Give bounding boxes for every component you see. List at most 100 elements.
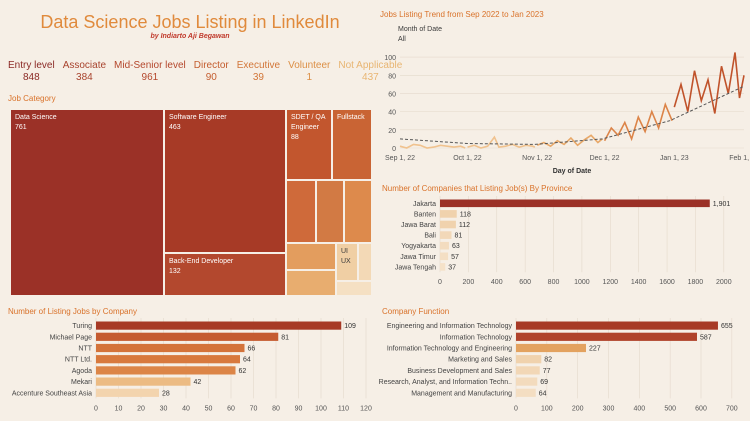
category-label: Michael Page xyxy=(50,334,93,341)
data-label: 64 xyxy=(539,390,547,397)
treemap-cell[interactable] xyxy=(286,180,316,243)
x-tick-label: 80 xyxy=(272,405,280,412)
level-volunteer[interactable]: Volunteer 1 xyxy=(288,60,330,83)
y-tick-label: 20 xyxy=(388,128,396,135)
company-chart-title: Number of Listing Jobs by Company xyxy=(8,307,137,316)
level-entry[interactable]: Entry level 848 xyxy=(8,60,55,83)
x-tick-label: 600 xyxy=(519,279,531,286)
bar[interactable] xyxy=(516,343,586,353)
bar[interactable] xyxy=(96,355,240,364)
category-label: Research, Analyst, and Information Techn… xyxy=(379,379,512,386)
data-label: 81 xyxy=(281,334,289,341)
treemap-cell-ui-ux[interactable]: UI UX xyxy=(336,243,358,281)
data-label: 28 xyxy=(162,390,170,397)
data-label: 42 xyxy=(194,379,202,386)
bar[interactable] xyxy=(440,263,446,271)
bar[interactable] xyxy=(440,210,457,218)
treemap-cell-sdet-qa[interactable]: SDET / QA Engineer 88 xyxy=(286,109,332,180)
x-tick-label: Oct 1, 22 xyxy=(453,155,482,162)
x-tick-label: 120 xyxy=(360,405,372,412)
x-tick-label: 1600 xyxy=(659,279,675,286)
x-tick-label: 40 xyxy=(182,405,190,412)
level-label: Entry level xyxy=(8,60,55,71)
treemap-cell-label: Back-End Developer xyxy=(169,258,234,265)
level-executive[interactable]: Executive 39 xyxy=(237,60,280,83)
level-value: 1 xyxy=(306,72,313,83)
x-tick-label: Dec 1, 22 xyxy=(590,155,620,162)
bar[interactable] xyxy=(96,332,279,341)
bar[interactable] xyxy=(96,388,159,397)
x-tick-label: 100 xyxy=(315,405,327,412)
category-label: Engineering and Information Technology xyxy=(387,323,513,330)
x-axis-title: Day of Date xyxy=(553,168,592,175)
data-label: 655 xyxy=(721,323,733,330)
bar[interactable] xyxy=(96,366,236,375)
x-tick-label: 0 xyxy=(94,405,98,412)
treemap-cell-fullstack[interactable]: Fullstack xyxy=(332,109,372,180)
bar[interactable] xyxy=(440,241,449,250)
level-associate[interactable]: Associate 384 xyxy=(63,60,106,83)
bar[interactable] xyxy=(440,252,449,261)
y-tick-label: 80 xyxy=(388,73,396,80)
treemap-cell-software-engineer[interactable]: Software Engineer 463 xyxy=(164,109,286,253)
function-chart-title: Company Function xyxy=(382,307,450,316)
category-label: Yogyakarta xyxy=(401,243,436,250)
bar[interactable] xyxy=(516,332,697,341)
bar[interactable] xyxy=(516,366,540,375)
province-bar-chart: 0 200 400 600 800 1000 1200 1400 1600 1800 2000 Jak… xyxy=(395,196,732,286)
job-category-treemap: Data Science 761 Software Engineer 463 B… xyxy=(10,109,372,296)
treemap-cell[interactable] xyxy=(344,180,372,243)
category-label: Turing xyxy=(72,323,92,330)
treemap-cell-value: 463 xyxy=(169,124,181,131)
x-tick-label: 500 xyxy=(664,405,676,412)
bar[interactable] xyxy=(516,321,718,330)
level-director[interactable]: Director 90 xyxy=(194,60,229,83)
treemap-cell[interactable] xyxy=(358,243,372,281)
level-value: 384 xyxy=(76,72,93,83)
bar[interactable] xyxy=(96,321,342,330)
category-label: Management and Manufacturing xyxy=(411,390,512,397)
treemap-cell[interactable] xyxy=(336,281,372,296)
treemap-cell[interactable] xyxy=(286,243,336,270)
level-not-applicable[interactable]: Not Applicable 437 xyxy=(338,60,402,83)
category-label: Mekari xyxy=(71,379,92,386)
category-label: Jawa Tengah xyxy=(395,264,436,271)
x-tick-label: 30 xyxy=(160,405,168,412)
month-filter-value[interactable]: All xyxy=(398,36,406,43)
data-label: 227 xyxy=(589,346,601,353)
data-label: 62 xyxy=(239,368,247,375)
data-label: 1,901 xyxy=(713,201,731,208)
category-label: Banten xyxy=(414,211,436,218)
x-tick-label: 1400 xyxy=(631,279,647,286)
x-tick-label: 100 xyxy=(541,405,553,412)
level-mid-senior[interactable]: Mid-Senior level 961 xyxy=(114,60,186,83)
level-label: Mid-Senior level xyxy=(114,60,186,71)
treemap-cell-data-science[interactable]: Data Science 761 xyxy=(10,109,164,296)
bar[interactable] xyxy=(516,388,536,397)
bar[interactable] xyxy=(440,231,452,239)
bar[interactable] xyxy=(516,377,538,386)
x-tick-label: 400 xyxy=(633,405,645,412)
x-tick-label: 2000 xyxy=(716,279,732,286)
treemap-cell-label: Fullstack xyxy=(337,114,365,121)
x-tick-label: Feb 1, 23 xyxy=(729,155,750,162)
treemap-cell[interactable] xyxy=(286,270,336,296)
x-tick-label: 20 xyxy=(137,405,145,412)
bar[interactable] xyxy=(96,377,191,386)
x-tick-label: 200 xyxy=(463,279,475,286)
category-label: Jawa Barat xyxy=(401,222,436,229)
treemap-cell-label: Data Science xyxy=(15,114,57,121)
treemap-cell[interactable] xyxy=(316,180,344,243)
province-chart-title: Number of Companies that Listing Job(s) … xyxy=(382,184,573,193)
level-value: 848 xyxy=(23,72,40,83)
bar[interactable] xyxy=(440,220,456,229)
treemap-cell-back-end-developer[interactable]: Back-End Developer 132 xyxy=(164,253,286,296)
data-label: 64 xyxy=(243,357,251,364)
bar[interactable] xyxy=(440,199,710,208)
dashboard-title: Data Science Jobs Listing in LinkedIn xyxy=(40,12,340,32)
function-bar-chart: 0 100 200 300 400 500 600 700 Engineering and In… xyxy=(379,318,738,412)
bar[interactable] xyxy=(516,355,542,364)
data-label: 66 xyxy=(248,346,256,353)
bar[interactable] xyxy=(96,343,245,353)
